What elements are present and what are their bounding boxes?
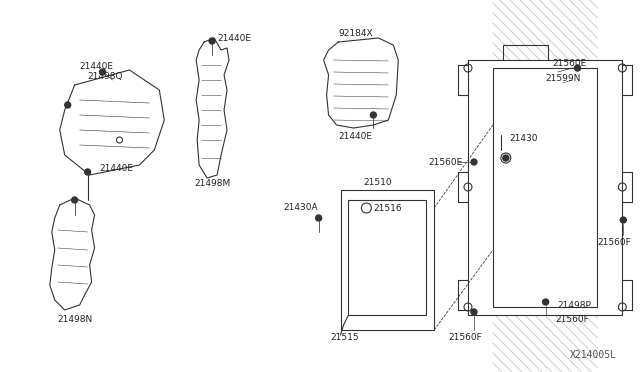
Text: X214005L: X214005L [570, 350, 618, 360]
Text: 21440E: 21440E [339, 131, 372, 141]
Circle shape [371, 112, 376, 118]
Bar [468, 60, 622, 315]
Circle shape [620, 217, 627, 223]
Text: 21440E: 21440E [217, 33, 251, 42]
Circle shape [543, 299, 548, 305]
Text: 21440E: 21440E [100, 164, 134, 173]
Text: 21498Q: 21498Q [88, 71, 123, 80]
Circle shape [65, 102, 70, 108]
Text: 92184X: 92184X [339, 29, 373, 38]
Circle shape [471, 309, 477, 315]
Text: 21560E: 21560E [428, 157, 463, 167]
Circle shape [471, 159, 477, 165]
Text: 21516: 21516 [373, 203, 402, 212]
Text: 21498M: 21498M [194, 179, 230, 187]
Text: 21498P: 21498P [557, 301, 591, 310]
Text: 21599N: 21599N [546, 74, 581, 83]
Bar [493, 68, 597, 307]
Circle shape [84, 169, 91, 175]
Text: 21560F: 21560F [556, 315, 589, 324]
Text: 21560E: 21560E [552, 58, 587, 67]
Text: 21440E: 21440E [79, 61, 114, 71]
Text: 21430A: 21430A [284, 202, 319, 212]
Text: 21515: 21515 [331, 333, 359, 341]
Circle shape [209, 38, 215, 44]
Text: 21560F: 21560F [448, 334, 482, 343]
Circle shape [100, 69, 106, 75]
Circle shape [72, 197, 77, 203]
Text: 21430: 21430 [510, 134, 538, 142]
Bar [349, 200, 426, 315]
Circle shape [316, 215, 322, 221]
Text: 21498N: 21498N [58, 315, 93, 324]
Text: 21560F: 21560F [597, 237, 631, 247]
Text: 21510: 21510 [364, 177, 392, 186]
Circle shape [503, 155, 509, 161]
Bar [340, 190, 434, 330]
Circle shape [575, 65, 580, 71]
